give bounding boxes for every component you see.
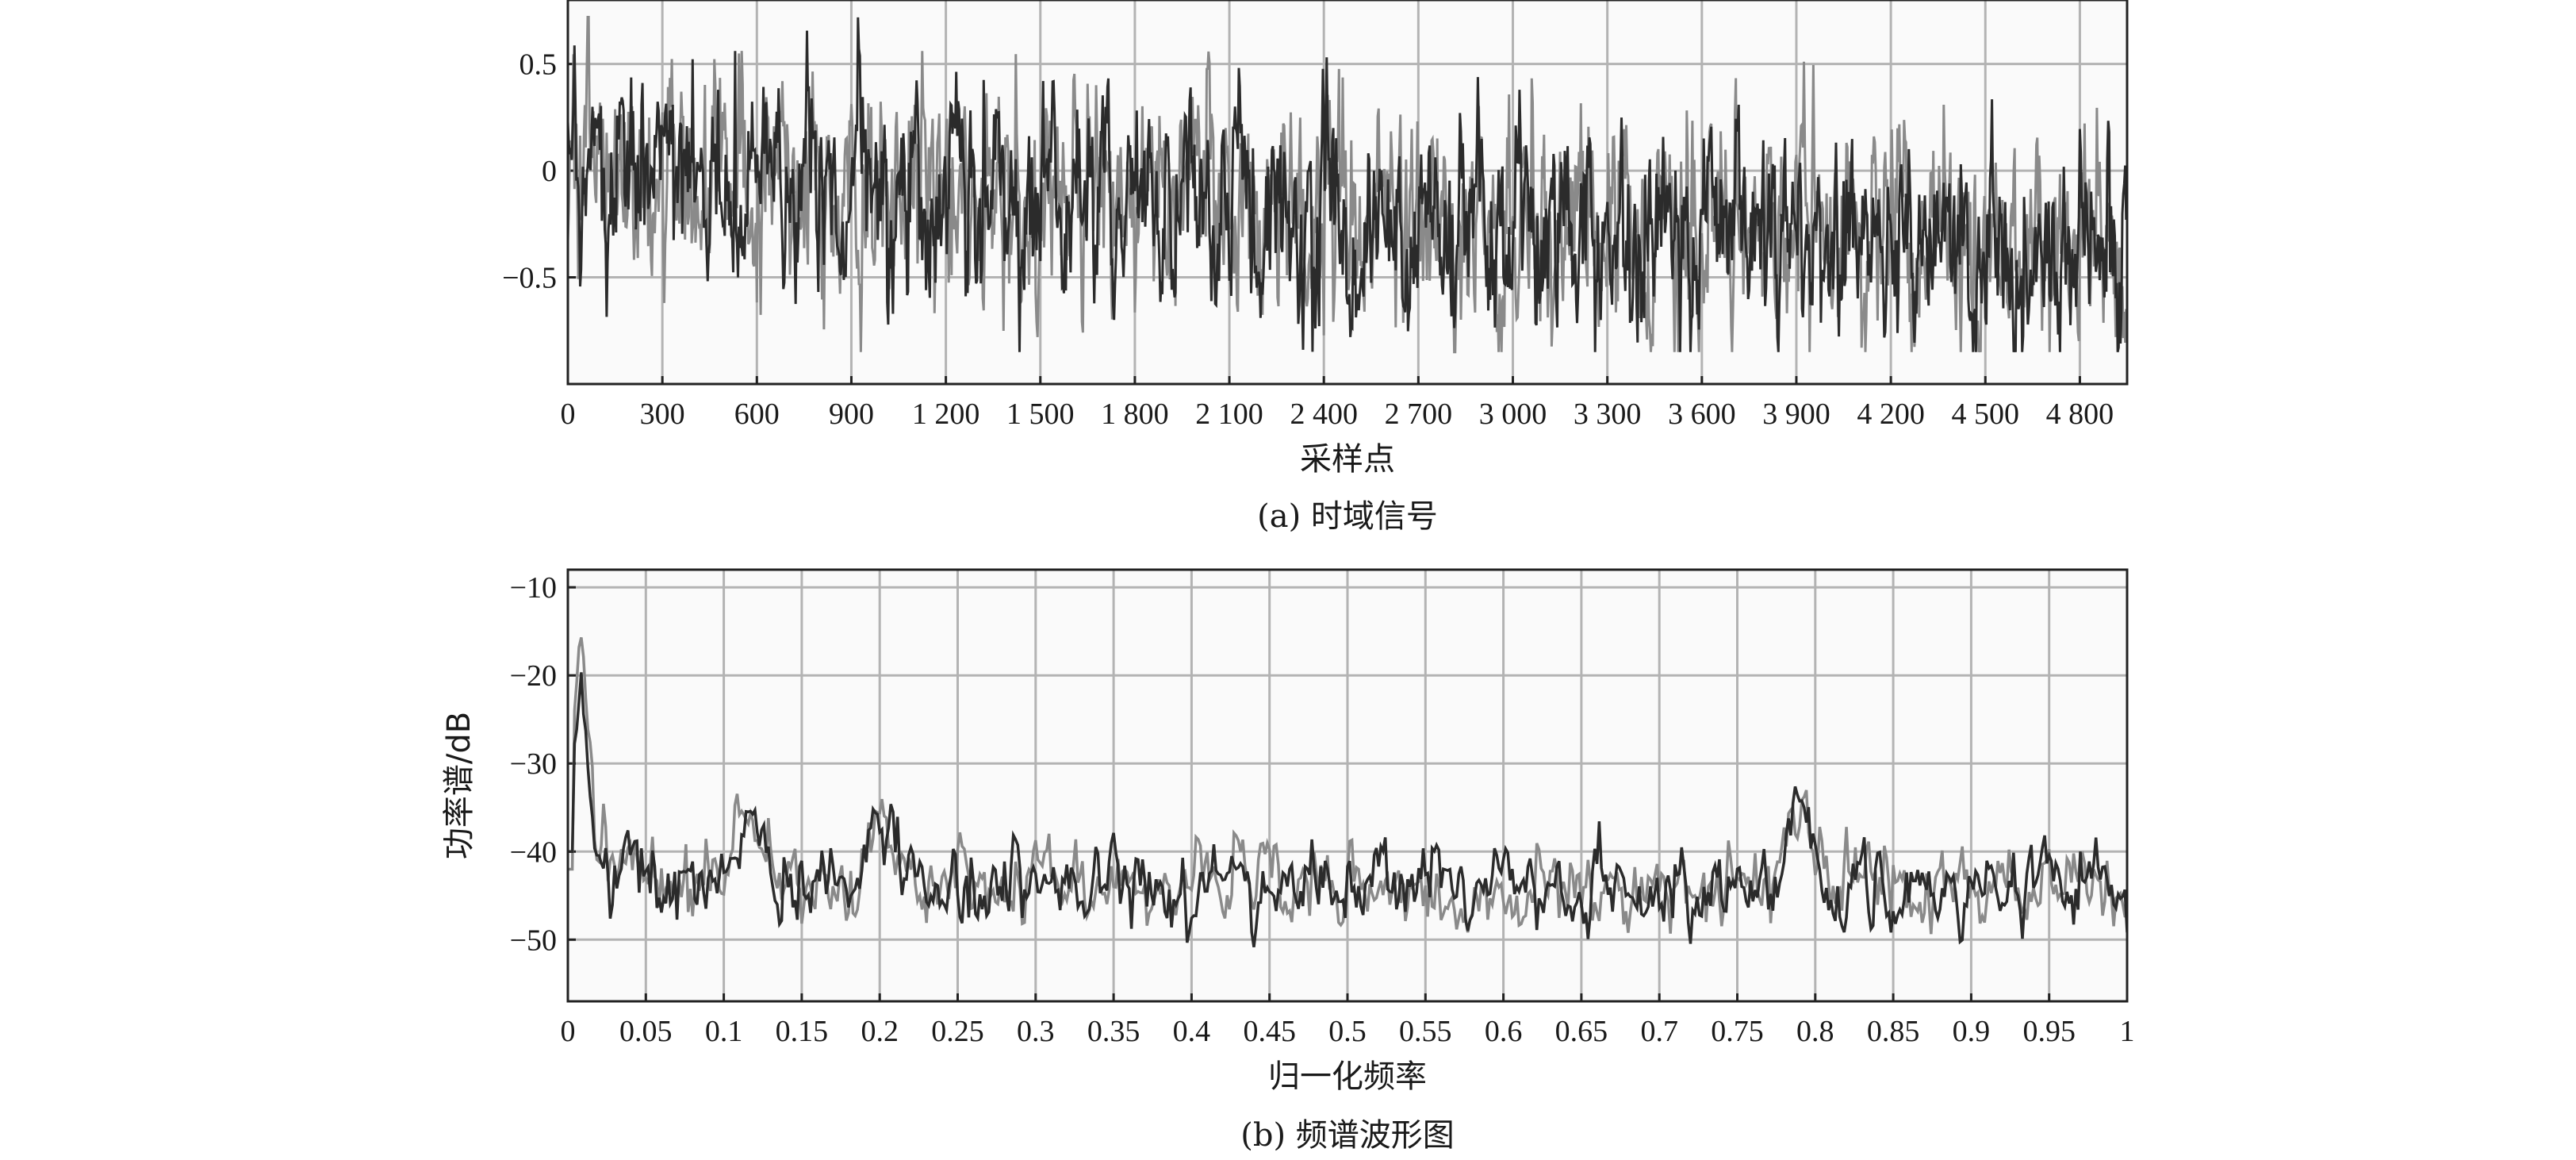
time-y-tick-label: 0 (542, 155, 557, 188)
time-x-tick-label: 3 600 (1668, 398, 1736, 431)
time-x-tick-label: 4 200 (1857, 398, 1925, 431)
spectrum-x-tick-label: 0.35 (1087, 1015, 1140, 1048)
time-x-tick-label: 3 900 (1762, 398, 1830, 431)
spectrum-x-tick-label: 0.95 (2022, 1015, 2076, 1048)
time-y-tick-label: −0.5 (502, 262, 557, 295)
spectrum-x-tick-label: 0.55 (1399, 1015, 1452, 1048)
spectrum-x-axis-label: 归一化频率 (1268, 1058, 1427, 1095)
time-x-tick-label: 4 500 (1952, 398, 2020, 431)
spectrum-x-tick-label: 0.3 (1017, 1015, 1055, 1048)
time-x-tick-label: 3 000 (1479, 398, 1547, 431)
spectrum-y-tick-label: −10 (510, 571, 557, 605)
spectrum-x-tick-label: 0.8 (1796, 1015, 1834, 1048)
spectrum-y-axis-label: 功率谱/dB (441, 712, 477, 859)
spectrum-y-tick-label: −40 (510, 835, 557, 869)
time-x-tick-label: 2 700 (1385, 398, 1453, 431)
spectrum-x-tick-label: 0.45 (1243, 1015, 1296, 1048)
time-caption: (a) 时域信号 (1257, 498, 1438, 535)
spectrum-y-tick-label: −20 (510, 659, 557, 693)
time-frame (566, 0, 2129, 386)
time-x-tick-label: 2 400 (1290, 398, 1358, 431)
spectrum-caption: (b) 频谱波形图 (1240, 1117, 1455, 1154)
spectrum-x-tick-label: 0.9 (1953, 1015, 1991, 1048)
spectrum-frame (566, 568, 2129, 1003)
time-domain-chart: 0 300 600 900 1 200 1 500 1 800 2 100 2 400 2 700… (502, 0, 2129, 535)
time-x-tick-label: 1 500 (1006, 398, 1075, 431)
time-x-tick-label: 900 (829, 398, 874, 431)
time-x-tick-label: 4 800 (2046, 398, 2114, 431)
spectrum-x-tick-label: 0.7 (1640, 1015, 1678, 1048)
time-x-tick-label: 1 800 (1101, 398, 1169, 431)
time-x-axis-label: 采样点 (1300, 441, 1395, 478)
time-x-tick-label: 3 300 (1574, 398, 1642, 431)
time-x-tick-label: 300 (640, 398, 685, 431)
spectrum-x-tick-label: 1 (2120, 1015, 2135, 1048)
time-x-tick-label: 600 (734, 398, 780, 431)
spectrum-series-group (568, 637, 2127, 947)
time-series-group (568, 16, 2127, 354)
spectrum-y-tick-label: −50 (510, 924, 557, 957)
spectrum-x-tick-label: 0.85 (1867, 1015, 1920, 1048)
spectrum-x-tick-label: 0.5 (1328, 1015, 1367, 1048)
spectrum-x-tick-label: 0.05 (619, 1015, 673, 1048)
spectrum-x-tick-label: 0.6 (1485, 1015, 1523, 1048)
spectrum-x-tick-label: 0.4 (1173, 1015, 1211, 1048)
spectrum-x-tick-label: 0 (561, 1015, 576, 1048)
time-x-tick-label: 0 (561, 398, 576, 431)
time-x-tick-label: 2 100 (1195, 398, 1263, 431)
spectrum-chart: 0 0.05 0.1 0.15 0.2 0.25 0.3 0.35 0.4 0.45 0.5 0.55… (441, 568, 2135, 1154)
spectrum-x-tick-label: 0.15 (776, 1015, 829, 1048)
spectrum-dark-line (568, 672, 2127, 947)
time-y-tick-label: 0.5 (519, 48, 558, 82)
time-x-tick-label: 1 200 (912, 398, 980, 431)
spectrum-x-tick-label: 0.2 (861, 1015, 899, 1048)
spectrum-y-tick-label: −30 (510, 747, 557, 781)
spectrum-x-tick-label: 0.25 (931, 1015, 984, 1048)
spectrum-x-tick-label: 0.1 (705, 1015, 743, 1048)
time-series-dark-line (568, 17, 2127, 353)
spectrum-x-tick-label: 0.65 (1555, 1015, 1608, 1048)
spectrum-x-tick-label: 0.75 (1711, 1015, 1764, 1048)
